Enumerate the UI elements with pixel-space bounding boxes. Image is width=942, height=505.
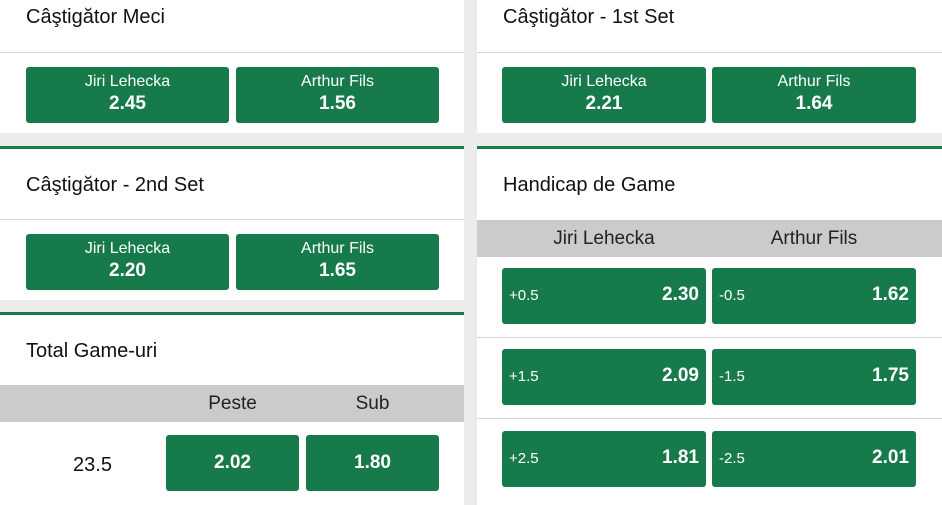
market-title: Câştigător - 1st Set — [503, 6, 675, 28]
odds-value: 1.75 — [872, 365, 909, 386]
column-header: Peste Sub — [0, 385, 464, 422]
handicap-button[interactable]: +0.5 2.30 — [502, 268, 706, 324]
odds-button-under[interactable]: 1.80 — [306, 435, 439, 491]
total-line: 23.5 — [73, 454, 112, 476]
divider — [477, 418, 942, 419]
odds-button-fils[interactable]: Arthur Fils 1.56 — [236, 67, 439, 123]
handicap-line: +2.5 — [509, 450, 539, 467]
odds-value: 1.64 — [795, 93, 833, 114]
handicap-line: +1.5 — [509, 368, 539, 385]
odds-button-fils[interactable]: Arthur Fils 1.65 — [236, 234, 439, 290]
market-title: Total Game-uri — [26, 340, 158, 362]
market-total-games: Total Game-uri Peste Sub 23.5 2.02 1.80 — [0, 312, 464, 505]
handicap-button[interactable]: +2.5 1.81 — [502, 431, 706, 487]
market-set1-winner: Câştigător - 1st Set Jiri Lehecka 2.21 Ar… — [477, 0, 942, 133]
divider — [0, 219, 464, 220]
handicap-button[interactable]: -2.5 2.01 — [712, 431, 916, 487]
handicap-line: -1.5 — [719, 368, 745, 385]
odds-value: 2.21 — [585, 93, 623, 114]
odds-button-fils[interactable]: Arthur Fils 1.64 — [712, 67, 916, 123]
divider — [477, 337, 942, 338]
odds-value: 2.45 — [109, 93, 146, 114]
player-name: Jiri Lehecka — [84, 73, 171, 90]
odds-value: 2.09 — [662, 365, 699, 386]
odds-button-over[interactable]: 2.02 — [166, 435, 299, 491]
odds-button-lehecka[interactable]: Jiri Lehecka 2.21 — [502, 67, 706, 123]
odds-value: 1.62 — [872, 284, 909, 305]
player-name: Jiri Lehecka — [561, 73, 647, 90]
handicap-button[interactable]: -0.5 1.62 — [712, 268, 916, 324]
player-name: Arthur Fils — [301, 73, 374, 90]
market-title: Câştigător - 2nd Set — [26, 174, 204, 196]
player-name: Jiri Lehecka — [84, 240, 171, 257]
market-set2-winner: Câştigător - 2nd Set Jiri Lehecka 2.20 Ar… — [0, 146, 464, 300]
market-game-handicap: Handicap de Game Jiri Lehecka Arthur Fil… — [477, 146, 942, 505]
odds-value: 2.01 — [872, 447, 909, 468]
odds-value: 1.65 — [319, 260, 356, 281]
header-over: Peste — [208, 393, 257, 414]
odds-button-lehecka[interactable]: Jiri Lehecka 2.45 — [26, 67, 229, 123]
market-title: Handicap de Game — [503, 174, 676, 196]
header-fils: Arthur Fils — [770, 228, 858, 249]
odds-value: 1.80 — [354, 452, 391, 473]
header-lehecka: Jiri Lehecka — [553, 228, 655, 249]
player-name: Arthur Fils — [777, 73, 851, 90]
handicap-button[interactable]: -1.5 1.75 — [712, 349, 916, 405]
handicap-button[interactable]: +1.5 2.09 — [502, 349, 706, 405]
handicap-line: +0.5 — [509, 287, 539, 304]
divider — [477, 52, 942, 53]
handicap-line: -0.5 — [719, 287, 745, 304]
market-match-winner: Câştigător Meci Jiri Lehecka 2.45 Arthur … — [0, 0, 464, 133]
odds-button-lehecka[interactable]: Jiri Lehecka 2.20 — [26, 234, 229, 290]
handicap-line: -2.5 — [719, 450, 745, 467]
header-under: Sub — [355, 393, 390, 414]
player-name: Arthur Fils — [301, 240, 374, 257]
odds-value: 2.20 — [109, 260, 146, 281]
column-header: Jiri Lehecka Arthur Fils — [477, 220, 942, 257]
odds-value: 2.02 — [214, 452, 251, 473]
divider — [0, 52, 464, 53]
odds-value: 1.56 — [319, 93, 356, 114]
market-title: Câştigător Meci — [26, 6, 165, 28]
odds-value: 2.30 — [662, 284, 699, 305]
odds-value: 1.81 — [662, 447, 699, 468]
